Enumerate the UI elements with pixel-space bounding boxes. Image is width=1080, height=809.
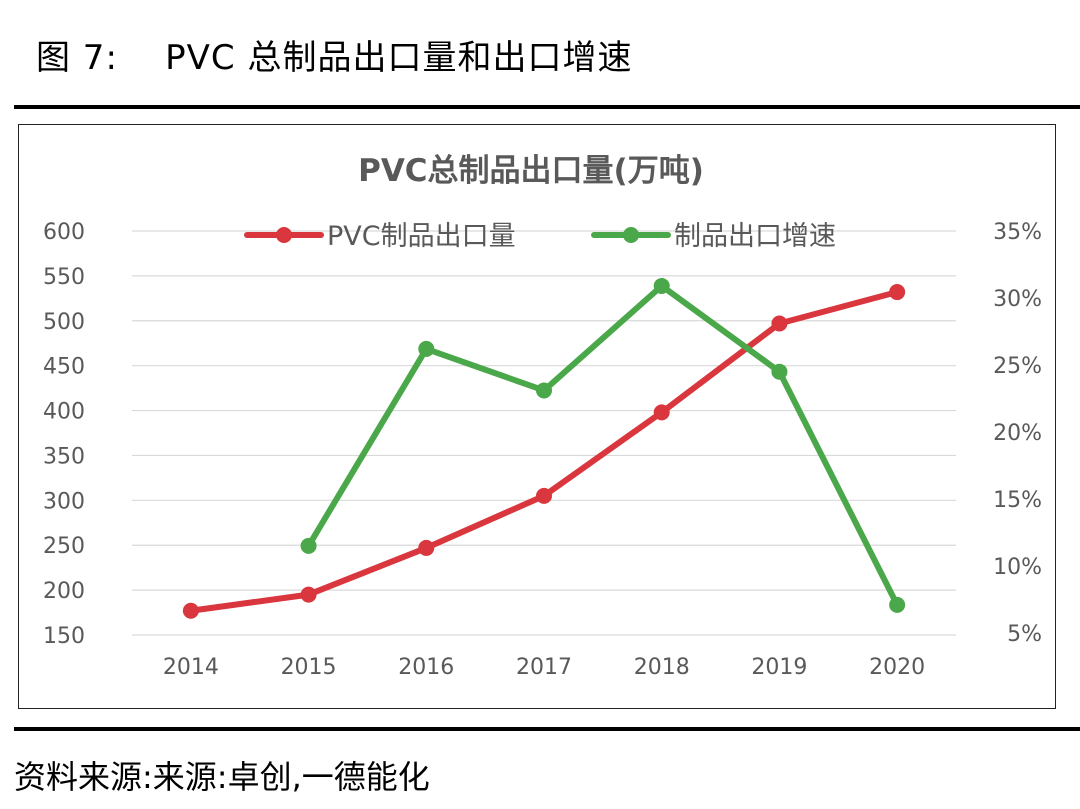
data-point (536, 487, 552, 504)
right-tick-label: 15% (993, 488, 1042, 513)
left-tick-label: 350 (43, 444, 85, 469)
legend-swatch-marker (623, 227, 639, 243)
x-tick-label: 2016 (398, 655, 454, 680)
top-rule (14, 105, 1080, 109)
x-tick-label: 2019 (751, 655, 807, 680)
right-tick-label: 20% (993, 421, 1042, 446)
legend-label: PVC制品出口量 (327, 221, 516, 252)
x-tick-label: 2017 (516, 655, 572, 680)
left-tick-label: 150 (43, 624, 85, 649)
bottom-rule (14, 727, 1080, 731)
line-chart: PVC总制品出口量(万吨) 600 550 500 450 400 350 300 250 20… (43, 153, 1042, 680)
left-tick-label: 400 (43, 400, 85, 425)
right-tick-label: 10% (993, 555, 1042, 580)
chart-title: PVC总制品出口量(万吨) (358, 153, 704, 189)
left-tick-label: 600 (43, 220, 85, 245)
x-axis-ticks: 2014 2015 2016 2017 2018 2019 2020 (163, 655, 925, 680)
figure-caption: 图 7: PVC 总制品出口量和出口增速 (36, 30, 632, 79)
left-tick-label: 300 (43, 489, 85, 514)
data-point (418, 340, 435, 357)
figure-label: 图 7: (36, 38, 118, 78)
data-point (300, 537, 317, 554)
x-tick-label: 2014 (163, 655, 219, 680)
right-tick-label: 25% (993, 354, 1042, 379)
data-point (889, 284, 906, 301)
data-point (182, 602, 199, 619)
series-line (187, 289, 901, 614)
data-point (653, 404, 670, 421)
right-tick-label: 30% (993, 287, 1042, 312)
data-point (889, 596, 906, 613)
chart-frame: PVC总制品出口量(万吨) 600 550 500 450 400 350 300 250 20… (18, 124, 1056, 709)
data-point (771, 363, 788, 380)
source-note: 资料来源:来源:卓创,一德能化 (14, 758, 430, 796)
x-tick-label: 2018 (634, 655, 690, 680)
legend-swatch-marker (276, 227, 292, 243)
data-point (653, 277, 670, 294)
right-tick-label: 5% (1007, 622, 1042, 647)
x-tick-label: 2020 (869, 655, 925, 680)
x-tick-label: 2015 (281, 655, 337, 680)
left-tick-label: 450 (43, 355, 85, 380)
left-tick-label: 500 (43, 310, 85, 335)
left-tick-label: 250 (43, 534, 85, 559)
data-point (300, 586, 317, 603)
data-point (771, 315, 788, 332)
gridlines (132, 230, 956, 636)
left-tick-label: 200 (43, 579, 85, 604)
legend: PVC制品出口量 制品出口增速 (244, 221, 836, 252)
series-line (305, 282, 901, 608)
right-tick-label: 35% (993, 220, 1042, 245)
left-tick-label: 550 (43, 265, 85, 290)
left-axis-ticks: 600 550 500 450 400 350 300 250 200 150 (43, 220, 85, 649)
right-axis-ticks: 35% 30% 25% 20% 15% 10% 5% (993, 220, 1042, 647)
series-layer (182, 277, 906, 619)
data-point (536, 382, 552, 399)
figure-caption-text: PVC 总制品出口量和出口增速 (165, 38, 633, 78)
data-point (418, 539, 435, 556)
legend-label: 制品出口增速 (674, 221, 836, 252)
